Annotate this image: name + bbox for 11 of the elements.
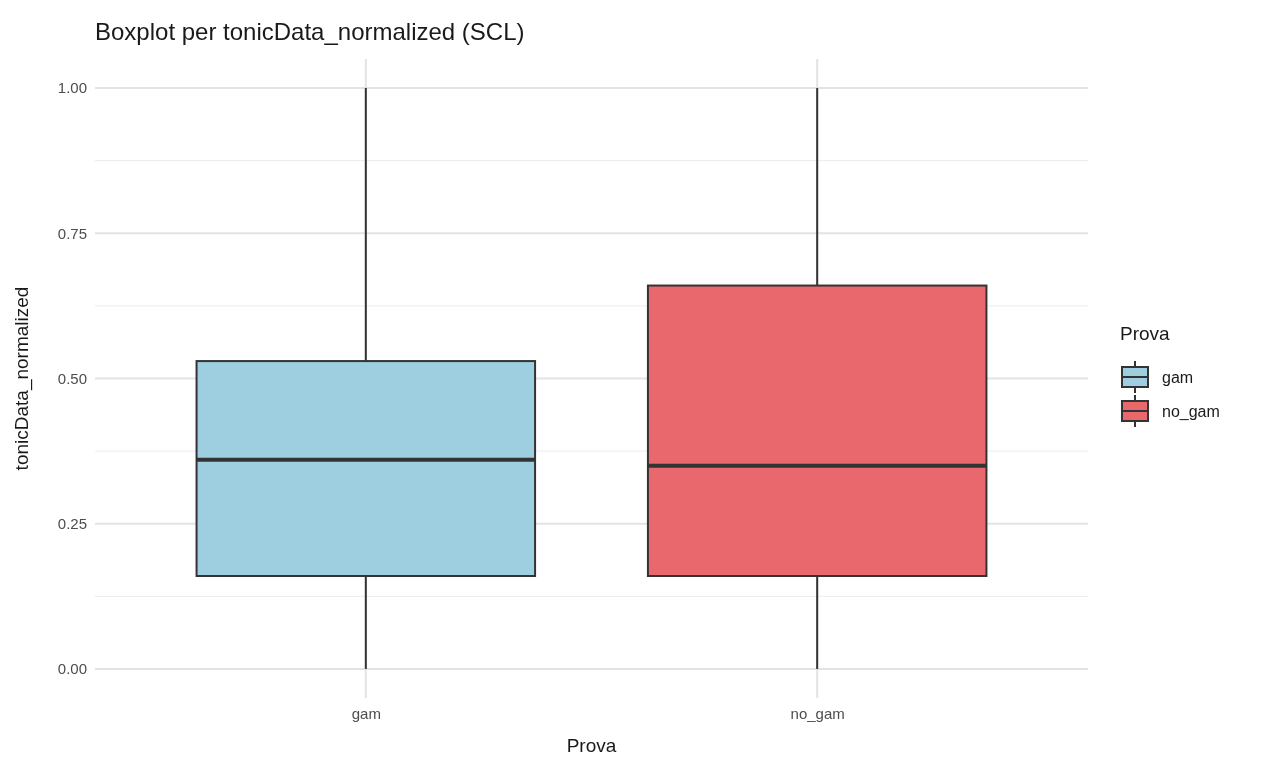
- x-axis-title: Prova: [566, 735, 617, 756]
- y-tick-label: 1.00: [57, 79, 87, 97]
- legend-title: Prova: [1120, 323, 1171, 344]
- chart-title: Boxplot per tonicData_normalized (SCL): [95, 18, 525, 45]
- y-tick-label: 0.75: [57, 224, 87, 242]
- y-tick-label: 0.00: [57, 660, 87, 678]
- y-tick-label: 0.50: [57, 369, 87, 387]
- y-axis-title: tonicData_normalized: [11, 286, 33, 471]
- legend-label: gam: [1162, 369, 1194, 386]
- y-tick-label: 0.25: [57, 515, 87, 533]
- legend-label: no_gam: [1162, 403, 1220, 421]
